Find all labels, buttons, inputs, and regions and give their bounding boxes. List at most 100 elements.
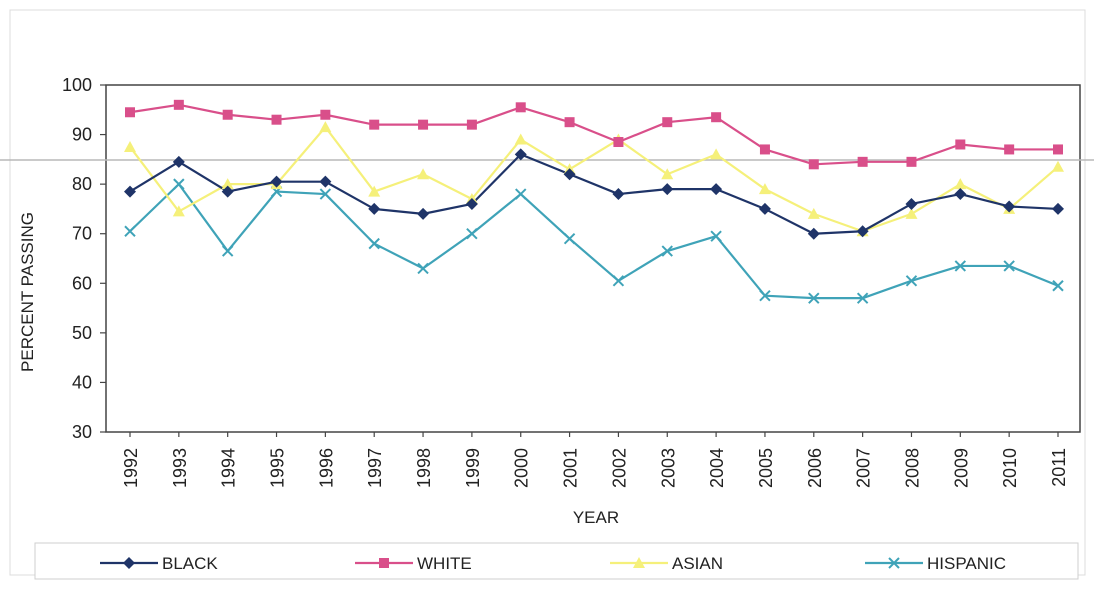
x-tick-label: 1997 [365, 448, 385, 488]
legend-marker-hispanic [888, 557, 900, 569]
data-point-hispanic [905, 275, 918, 287]
x-marker-stroke [173, 178, 185, 190]
data-point-black [1052, 202, 1064, 215]
data-point-black [612, 188, 625, 201]
data-point-asian [954, 178, 967, 190]
legend-label-black: BLACK [162, 554, 218, 573]
x-tick-label: 2008 [902, 448, 922, 488]
x-marker-stroke [759, 289, 771, 302]
data-point-black [270, 175, 283, 188]
x-tick-label: 2005 [756, 448, 776, 488]
data-point-asian [758, 183, 771, 195]
y-axis-label: PERCENT PASSING [18, 212, 37, 372]
data-point-hispanic [710, 230, 722, 242]
data-point-asian [124, 140, 136, 152]
x-tick-label: 2006 [805, 448, 825, 488]
x-tick-label: 1999 [463, 448, 483, 488]
data-point-hispanic [173, 178, 185, 190]
data-point-black [368, 202, 381, 215]
y-tick-label: 70 [72, 224, 92, 244]
data-point-black [563, 168, 576, 181]
x-axis-label: YEAR [573, 508, 619, 527]
data-point-white [418, 119, 429, 130]
x-marker-stroke [515, 188, 527, 200]
y-axis: 30 40 50 60 70 80 90 100 [62, 75, 106, 442]
x-marker-stroke [319, 188, 332, 200]
data-point-white [955, 139, 966, 150]
x-marker-stroke [221, 245, 234, 257]
data-point-white [1004, 144, 1015, 155]
data-point-hispanic [319, 188, 332, 200]
x-tick-label: 2002 [609, 448, 629, 488]
data-point-hispanic [661, 245, 673, 257]
x-marker-stroke [888, 557, 900, 569]
y-tick-label: 30 [72, 422, 92, 442]
plot-area [105, 84, 1081, 433]
x-marker-stroke [808, 292, 820, 304]
y-tick-label: 50 [72, 323, 92, 343]
x-marker-stroke [368, 237, 380, 250]
data-point-black [954, 188, 967, 201]
x-tick-label: 2011 [1049, 448, 1069, 487]
legend-marker-black [123, 557, 135, 569]
data-point-white [613, 137, 624, 148]
legend: BLACK WHITE ASIAN HISPANIC [100, 554, 1006, 573]
series-line-white [129, 103, 1058, 166]
data-point-white [808, 159, 819, 170]
x-marker-stroke [612, 275, 625, 287]
x-tick-label: 2003 [658, 448, 678, 488]
data-point-black [124, 185, 136, 198]
x-axis: 1992 1993 1994 1995 1996 1997 1998 1999 2000 2001… [121, 432, 1069, 488]
x-marker-stroke [856, 292, 869, 304]
data-point-hispanic [808, 292, 820, 304]
legend-entry-black: BLACK [100, 554, 218, 573]
x-tick-label: 1995 [268, 448, 288, 488]
data-point-hispanic [954, 260, 967, 272]
data-point-asian [319, 121, 332, 133]
data-point-hispanic [515, 188, 527, 200]
series-line-asian [129, 126, 1059, 233]
legend-entry-asian: ASIAN [610, 554, 723, 573]
legend-marker-asian [633, 557, 645, 568]
chart-frame [9, 9, 1086, 576]
data-point-asian [368, 185, 381, 197]
x-tick-label: 1993 [170, 448, 190, 488]
data-point-white [222, 109, 233, 120]
data-point-hispanic [759, 289, 771, 302]
x-marker-stroke [1003, 260, 1015, 272]
data-point-hispanic [417, 262, 429, 275]
data-point-black [1003, 200, 1016, 213]
x-marker-stroke [124, 225, 136, 237]
data-point-black [807, 227, 820, 240]
data-point-hispanic [221, 245, 234, 257]
data-point-asian [417, 168, 430, 180]
x-marker-stroke [661, 245, 673, 257]
data-point-white [271, 114, 282, 125]
x-marker-stroke [954, 260, 967, 272]
data-point-black [710, 183, 723, 196]
y-tick-label: 60 [72, 273, 92, 293]
data-point-white [173, 99, 184, 110]
x-tick-label: 1994 [219, 448, 239, 488]
data-point-black [856, 225, 869, 238]
legend-label-white: WHITE [417, 554, 472, 573]
legend-box [34, 542, 1079, 580]
series-line-hispanic [129, 183, 1059, 300]
data-point-black [417, 207, 430, 220]
data-point-white [515, 102, 526, 113]
data-point-hispanic [856, 292, 869, 304]
data-point-hispanic [612, 275, 625, 287]
data-point-black [172, 155, 185, 168]
data-point-hispanic [1052, 280, 1064, 292]
data-point-asian [172, 205, 185, 217]
data-point-black [221, 185, 234, 198]
data-point-black [905, 197, 918, 210]
data-point-white [857, 156, 868, 167]
x-tick-label: 2009 [951, 448, 971, 488]
series-line-black [129, 153, 1059, 235]
x-tick-label: 2010 [1000, 448, 1020, 488]
data-point-white [711, 112, 722, 123]
y-tick-label: 40 [72, 372, 92, 392]
x-marker-stroke [466, 228, 478, 240]
